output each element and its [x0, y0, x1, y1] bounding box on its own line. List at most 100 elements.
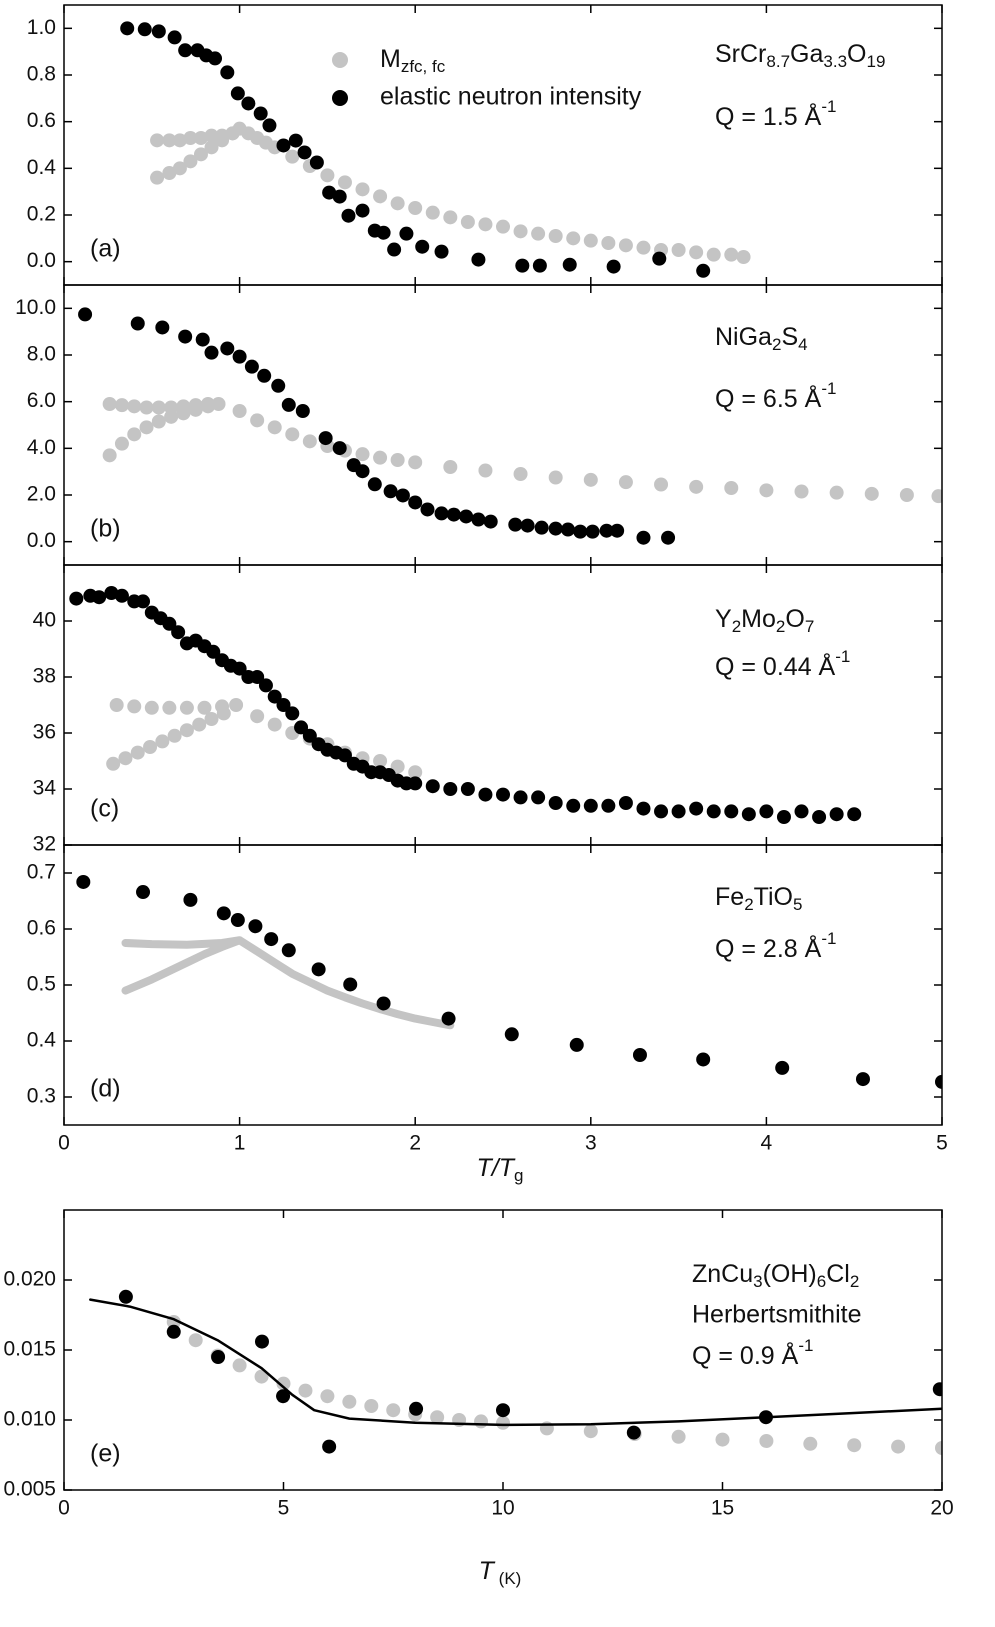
data-point	[155, 320, 170, 335]
text-sub: 2	[732, 617, 741, 636]
data-point	[376, 996, 391, 1011]
data-point	[264, 932, 279, 947]
data-point	[415, 239, 430, 254]
data-point	[390, 196, 405, 211]
text-part: NiGa	[715, 323, 772, 351]
data-point	[583, 233, 598, 248]
data-point	[267, 717, 282, 732]
data-point	[258, 678, 273, 693]
text-sub: g	[514, 1166, 523, 1185]
y-tick-label: 0.3	[27, 1085, 56, 1108]
data-point	[150, 133, 165, 148]
text-super: -1	[821, 929, 836, 948]
data-point	[496, 787, 510, 802]
y-tick-label: 38	[33, 665, 56, 688]
text-part: O	[785, 605, 804, 633]
data-point	[618, 475, 633, 490]
data-point	[566, 231, 581, 246]
text-part: S	[781, 323, 798, 351]
data-point	[812, 810, 827, 824]
data-point	[171, 625, 186, 640]
x-tick-label: 15	[711, 1497, 734, 1520]
data-point	[322, 185, 337, 200]
data-point	[167, 30, 182, 45]
data-point	[281, 943, 296, 958]
data-point	[504, 1027, 519, 1042]
data-point	[248, 919, 263, 934]
data-point	[434, 506, 449, 521]
data-point	[188, 402, 203, 417]
data-point	[367, 477, 382, 492]
data-point	[390, 453, 405, 467]
data-point	[172, 133, 187, 148]
data-point	[460, 782, 475, 796]
text-sub: 3.3	[823, 52, 847, 71]
data-point	[566, 798, 581, 813]
data-point	[139, 400, 154, 415]
data-point	[136, 594, 151, 609]
compound-label: Fe2TiO5	[715, 883, 802, 915]
data-point	[585, 524, 600, 539]
data-point	[137, 22, 152, 37]
data-point	[855, 1072, 870, 1087]
x-tick-label: 5	[936, 1132, 948, 1155]
data-point	[355, 464, 370, 479]
data-point	[891, 1439, 906, 1454]
data-point	[250, 670, 265, 684]
data-point	[736, 250, 751, 264]
data-point	[285, 427, 300, 442]
data-point	[548, 470, 563, 485]
y-tick-label: 0.4	[27, 156, 57, 179]
legend-marker	[332, 52, 348, 68]
data-point	[636, 801, 651, 816]
data-point	[208, 51, 223, 66]
data-point	[320, 1389, 335, 1404]
data-point	[183, 892, 198, 907]
text-part: ZnCu	[692, 1260, 753, 1288]
plot-area	[69, 586, 862, 824]
data-point	[420, 502, 435, 517]
data-point	[803, 1436, 818, 1451]
data-point	[127, 399, 142, 414]
data-point	[355, 182, 370, 197]
data-point	[69, 591, 84, 606]
data-line	[89, 1298, 942, 1427]
data-point	[220, 341, 235, 356]
data-point	[794, 484, 809, 499]
data-point	[211, 397, 226, 411]
text-part: SrCr	[715, 40, 766, 68]
data-point	[395, 488, 410, 503]
data-point	[281, 397, 296, 412]
data-point	[288, 133, 303, 148]
text-super: -1	[798, 1336, 813, 1355]
plot-frame	[63, 844, 943, 1126]
data-point	[775, 1060, 790, 1075]
data-point	[689, 245, 704, 260]
data-point	[636, 240, 651, 255]
data-point	[661, 530, 676, 545]
data-point	[302, 728, 317, 743]
data-point	[548, 229, 563, 243]
text-super: -1	[835, 647, 850, 666]
y-tick-label: 6.0	[27, 389, 56, 412]
data-point	[899, 488, 914, 502]
data-point	[120, 21, 135, 36]
text-sub: 4	[798, 335, 807, 354]
data-point	[573, 524, 588, 539]
legend-marker	[332, 90, 348, 106]
data-point	[446, 507, 461, 522]
plot-frame	[63, 564, 943, 846]
data-point	[232, 661, 247, 676]
data-point	[250, 709, 265, 724]
text-super: -1	[821, 379, 836, 398]
data-point	[232, 1358, 247, 1373]
text-sub: 7	[805, 617, 814, 636]
data-point	[206, 644, 221, 659]
text-part: Q = 1.5 Å	[715, 101, 822, 131]
data-point	[109, 698, 124, 712]
text-part: Y	[715, 605, 732, 633]
data-point	[244, 359, 259, 374]
data-point	[430, 1410, 445, 1425]
y-tick-label: 36	[33, 721, 56, 744]
